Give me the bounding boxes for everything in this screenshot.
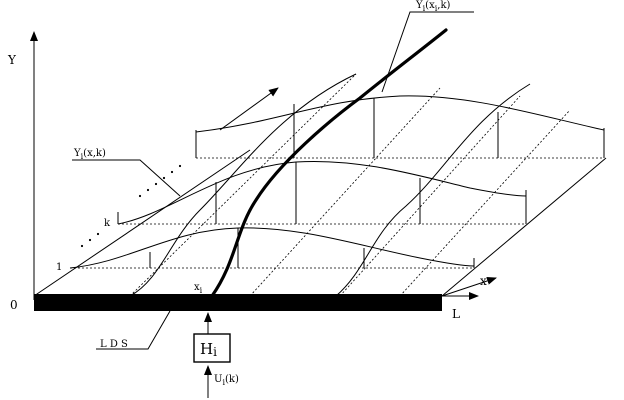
diagonal-dash-3	[339, 95, 521, 297]
bold-trajectory-xi	[210, 28, 448, 298]
diagonal-dash-2	[249, 87, 441, 297]
step-dots-upper	[138, 164, 182, 198]
diagonal-dash-1	[129, 73, 357, 297]
point-curve-label: Yi(xi,k)	[415, 0, 451, 13]
step-k-label: k	[104, 218, 111, 229]
curve-plane-back	[195, 95, 605, 133]
family-curve-leader	[72, 159, 181, 197]
operator-label: Hi	[200, 340, 217, 359]
left-plane-edge	[33, 149, 251, 297]
curve-plane-k	[117, 160, 527, 225]
origin-label: 0	[10, 298, 18, 312]
x-axis-label: x	[480, 274, 487, 288]
xi-label: xi	[194, 282, 203, 295]
family-curve-label: Yi(x,k)	[73, 148, 106, 161]
curve-plane-1	[69, 227, 475, 269]
lds-label: L D S	[100, 339, 128, 350]
length-label: L	[452, 307, 460, 321]
y-axis-label: Y	[7, 53, 17, 67]
x-axis	[441, 277, 497, 297]
trajectory-left	[129, 73, 357, 297]
step-1-label: 1	[56, 262, 62, 273]
step-dots-lower	[80, 232, 100, 248]
point-curve-leader	[381, 11, 474, 93]
lds-bar	[34, 294, 442, 311]
trajectory-right	[335, 83, 531, 297]
lds-leader-line	[96, 310, 171, 350]
input-label: Ui(k)	[214, 374, 239, 387]
diagonal-dash-4	[399, 109, 571, 297]
time-direction-arrow	[219, 87, 279, 131]
right-plane-edge	[441, 157, 607, 297]
operator-box	[193, 333, 231, 363]
